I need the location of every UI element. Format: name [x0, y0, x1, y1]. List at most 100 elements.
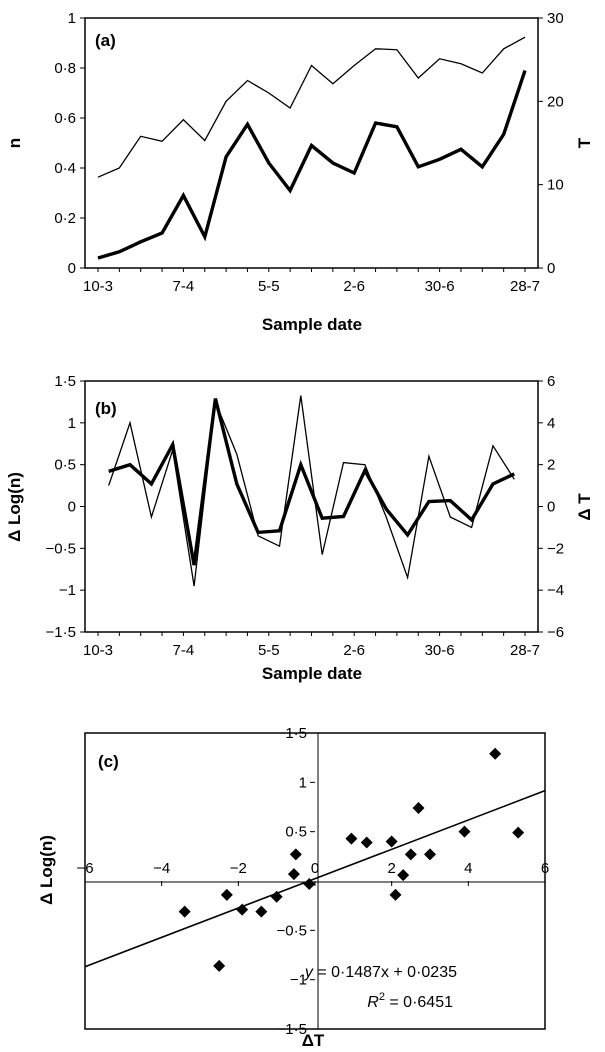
panel-b-left-tick-label: −1·5 — [46, 624, 76, 641]
panel-c-x-tick-label: −6 — [76, 860, 93, 877]
panel-b-right-tick-label: 2 — [547, 457, 555, 474]
panel-a-x-tick-label: 2-6 — [343, 278, 365, 295]
panel-c-data-point — [255, 905, 268, 918]
panel-c-data-point — [236, 903, 249, 916]
panel-b-left-axis: −1·5 −1 −0·5 0 0·5 1 1·5 — [46, 373, 85, 641]
panel-b-left-tick-label: −1 — [59, 582, 76, 599]
panel-c-x-tick-label: 0 — [311, 860, 319, 877]
panel-a-series-thin-line — [97, 36, 526, 178]
panel-c-y-tick-label: −0·5 — [277, 922, 307, 939]
panel-a: (a) 0 0·2 0·4 0·6 0·8 1 0 10 20 30 10-3 7-4 5-5 2-6… — [5, 10, 594, 334]
panel-c-equation-lhs: y — [304, 964, 314, 981]
panel-b-x-tick-label: 10-3 — [83, 642, 113, 659]
panel-c-trendline — [84, 789, 546, 968]
panel-b-left-tick-label: 0·5 — [54, 457, 76, 474]
panel-b-right-tick-label: −4 — [547, 582, 564, 599]
panel-b-left-tick-label: 1·5 — [54, 373, 76, 390]
panel-a-x-tick-label: 28-7 — [510, 278, 540, 295]
panel-c-data-point — [397, 869, 410, 882]
panel-c-data-point — [412, 801, 425, 814]
panel-c-y-axis-title: Δ Log(n) — [37, 835, 56, 905]
panel-b-left-tick-label: −0·5 — [46, 540, 76, 557]
panel-c-data-point — [303, 877, 316, 890]
panel-b-left-tick-label: 0 — [68, 499, 76, 516]
panel-c-data-point — [360, 836, 373, 849]
panel-a-x-tick-label: 30-6 — [425, 278, 455, 295]
panel-b-x-tick-label: 5-5 — [258, 642, 280, 659]
panel-a-left-axis-title: n — [5, 138, 24, 148]
panel-a-x-tick-label: 5-5 — [258, 278, 280, 295]
panel-c-data-point — [385, 835, 398, 848]
panel-a-right-axis: 0 10 20 30 — [538, 10, 564, 277]
panel-c-x-tick-label: −2 — [230, 860, 247, 877]
panel-a-left-tick-label: 0·4 — [54, 160, 76, 177]
panel-c-r-squared: R2 = 0·6451 — [367, 991, 453, 1011]
panel-c-equation: y = 0·1487x + 0·0235 — [304, 964, 457, 981]
panel-c-r-squared-sup: 2 — [379, 991, 385, 1003]
panel-b-series — [108, 395, 516, 587]
panel-c-data-point — [489, 747, 502, 760]
panel-b-right-tick-label: 0 — [547, 499, 555, 516]
panel-b-x-tick-label: 7-4 — [173, 642, 195, 659]
panel-c-x-tick-label: 2 — [387, 860, 395, 877]
panel-b-left-tick-label: 1 — [68, 415, 76, 432]
panel-b-left-axis-title: Δ Log(n) — [5, 472, 24, 542]
panel-c-x-tick-label: 4 — [464, 860, 472, 877]
panel-b-series-thin-line — [108, 395, 515, 587]
panel-a-series-thick-line — [97, 69, 527, 260]
panel-a-plot-frame — [84, 17, 539, 269]
panel-a-x-tick-label: 7-4 — [173, 278, 195, 295]
panel-a-right-tick-label: 0 — [547, 260, 555, 277]
panel-c-data-point — [220, 888, 233, 901]
panel-c-r-squared-label: R — [367, 994, 379, 1011]
panel-c-data-point — [270, 890, 283, 903]
panel-b-right-tick-label: −6 — [547, 624, 564, 641]
panel-a-right-tick-label: 10 — [547, 177, 564, 194]
panel-b-right-axis: −6 −4 −2 0 2 4 6 — [538, 373, 564, 641]
panel-b-right-axis-title: Δ T — [575, 493, 594, 521]
panel-b: (b) −1·5 −1 −0·5 0 0·5 1 1·5 −6 −4 −2 0 2 4 6 10-3 7-… — [5, 373, 594, 683]
panel-c-data-point — [458, 825, 471, 838]
panel-c-data-point — [178, 905, 191, 918]
panel-a-x-axis: 10-3 7-4 5-5 2-6 30-6 28-7 — [83, 268, 540, 295]
panel-c-y-tick-label: −1·5 — [277, 1021, 307, 1038]
panel-a-x-tick-label: 10-3 — [83, 278, 113, 295]
panel-c-y-tick-label: 1 — [299, 774, 307, 791]
panel-c-y-tick-label: 1·5 — [285, 725, 307, 742]
panel-b-x-tick-label: 28-7 — [510, 642, 540, 659]
panel-b-label: (b) — [95, 399, 117, 418]
panel-b-series-thick-line — [108, 398, 516, 566]
panel-a-left-axis: 0 0·2 0·4 0·6 0·8 1 — [54, 10, 85, 277]
panel-b-right-tick-label: −2 — [547, 540, 564, 557]
panel-c-points — [178, 747, 525, 972]
panel-c-x-tick-label: 6 — [541, 860, 549, 877]
panel-c: (c) −6 −4 −2 0 2 4 6 1·5 1 0·5 −0·5 −1 −1·5 y = 0·1… — [37, 725, 549, 1050]
panel-c-y-tick-label: −1 — [290, 972, 307, 989]
panel-c-y-axis: 1·5 1 0·5 −0·5 −1 −1·5 — [277, 725, 315, 1038]
panel-a-series — [97, 36, 527, 260]
panel-b-right-tick-label: 4 — [547, 415, 555, 432]
panel-c-data-point — [345, 832, 358, 845]
panel-b-x-axis-title: Sample date — [262, 664, 362, 683]
panel-c-data-point — [512, 826, 525, 839]
panel-a-left-tick-label: 0·2 — [54, 210, 76, 227]
panel-b-right-tick-label: 6 — [547, 373, 555, 390]
panel-b-x-tick-label: 30-6 — [425, 642, 455, 659]
panel-a-x-axis-title: Sample date — [262, 315, 362, 334]
panel-c-trendline-group — [84, 789, 546, 968]
panel-c-y-tick-label: 0·5 — [285, 824, 307, 841]
panel-a-right-axis-title: T — [575, 137, 594, 148]
panel-a-label: (a) — [95, 31, 116, 50]
panel-c-data-point — [289, 848, 302, 861]
panel-a-right-tick-label: 30 — [547, 10, 564, 27]
panel-c-data-point — [287, 868, 300, 881]
panel-c-data-point — [404, 848, 417, 861]
panel-c-x-tick-label: −4 — [153, 860, 170, 877]
panel-c-label: (c) — [98, 752, 119, 771]
panel-c-data-point — [213, 959, 226, 972]
panel-c-data-point — [389, 888, 402, 901]
panel-b-x-tick-label: 2-6 — [343, 642, 365, 659]
panel-c-equation-rhs: = 0·1487x + 0·0235 — [313, 964, 457, 981]
panel-a-left-tick-label: 1 — [68, 10, 76, 27]
